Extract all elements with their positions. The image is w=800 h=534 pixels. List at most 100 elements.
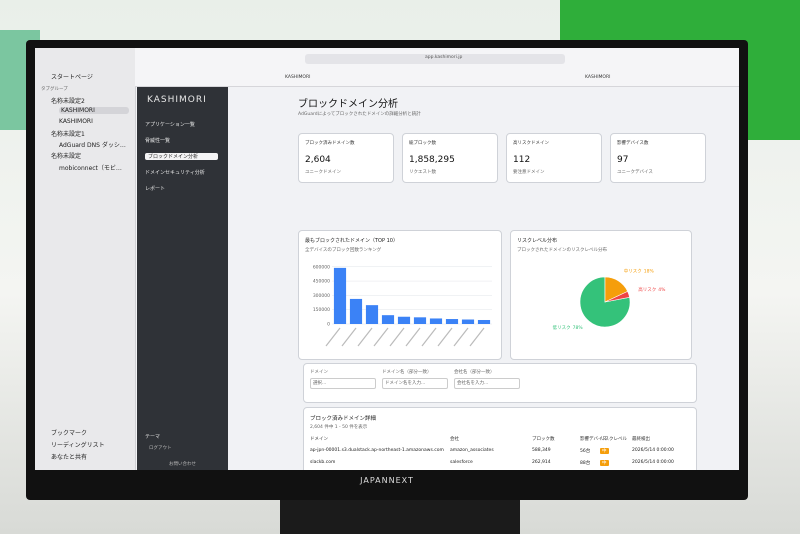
bar xyxy=(397,316,411,324)
table-header: リスクレベル xyxy=(600,437,627,442)
tab-group-item[interactable]: 名称未設定 xyxy=(51,153,82,160)
filter-label: ドメイン xyxy=(310,370,328,375)
filter-panel: ドメイン 選択... ドメイン名（部分一致） ドメイン名を入力... 会社名（部分一致）… xyxy=(303,363,697,403)
nav-item[interactable]: レポート xyxy=(145,186,166,192)
card-value: 1,858,295 xyxy=(409,155,455,165)
filter-input[interactable]: ドメイン名を入力... xyxy=(382,378,448,389)
x-label-placeholder xyxy=(389,327,405,347)
pie-label-category: 低リスク xyxy=(553,324,571,331)
tab-group-item[interactable]: KASHIMORI xyxy=(59,118,93,125)
x-label-placeholder xyxy=(405,327,421,347)
screen: スタートページタブグループ名称未設定2 KASHIMORI KASHIMORI 名称未… xyxy=(35,48,739,470)
y-tick-label: 300000 xyxy=(313,293,330,299)
brand: KASHIMORI xyxy=(147,95,207,105)
nav-item[interactable]: アプリケーション一覧 xyxy=(145,122,195,128)
bar xyxy=(365,305,379,324)
address-bar[interactable] xyxy=(305,54,565,64)
table-cell: 中 xyxy=(600,460,609,466)
pie-slice xyxy=(579,276,631,328)
table-cell: 588,349 xyxy=(532,448,551,453)
pie-label-value: 78% xyxy=(573,325,584,331)
group-label: タブグループ xyxy=(41,87,68,92)
theme[interactable]: テーマ xyxy=(145,434,161,440)
card-label: 影響デバイス数 xyxy=(617,141,649,146)
chart-subtitle: ブロックされたドメインのリスクレベル分布 xyxy=(517,248,607,253)
bar xyxy=(333,267,347,324)
monitor: スタートページタブグループ名称未設定2 KASHIMORI KASHIMORI 名称未… xyxy=(26,40,748,500)
pie-slice xyxy=(604,290,630,303)
card-value: 97 xyxy=(617,155,629,165)
logout[interactable]: ログアウト xyxy=(149,446,172,451)
card-value: 2,604 xyxy=(305,155,331,165)
table-cell: 56台 xyxy=(580,449,591,454)
app-sidebar: KASHIMORI アプリケーション一覧 脅威性一覧ブロックドメイン分析 ドメインセキ… xyxy=(137,87,228,470)
nav-item[interactable]: ブロックドメイン分析 xyxy=(145,153,218,160)
pie-label: 中リスク 18% xyxy=(624,267,655,274)
y-tick-label: 600000 xyxy=(313,264,330,270)
tab-group-item[interactable]: 名称未設定2 xyxy=(51,98,85,105)
filter-input[interactable]: 選択... xyxy=(310,378,376,389)
pie-chart: 低リスク 78% 中リスク 18% 高リスク 4% xyxy=(553,267,666,331)
x-label-placeholder xyxy=(373,327,389,347)
chart-subtitle: 全デバイスのブロック回数ランキング xyxy=(305,248,382,253)
y-tick-label: 450000 xyxy=(313,279,330,285)
nav-item[interactable]: ドメインセキュリティ分析 xyxy=(145,170,205,176)
tab-group-item[interactable]: mobiconnect（モビ… xyxy=(59,165,122,172)
x-label-placeholder xyxy=(453,327,469,347)
x-label-placeholder xyxy=(469,327,485,347)
table-cell: 262,914 xyxy=(532,460,551,465)
bar xyxy=(477,319,491,324)
page-subtitle: AdGuardによってブロックされたドメインの詳細分析と統計 xyxy=(298,112,421,117)
card-note: リクエスト数 xyxy=(409,170,436,175)
table-header: ブロック数 xyxy=(532,437,555,442)
browser-toolbar: app.kashimori.jp KASHIMORI KASHIMORI xyxy=(135,48,739,87)
sidebar-link[interactable]: あなたと共有 xyxy=(51,454,88,461)
table-header: 影響デバイス xyxy=(580,437,607,442)
pie-label: 高リスク 4% xyxy=(638,286,666,293)
table-cell: ap-jpn-00001.s3.dualstack.ap-northeast-1… xyxy=(310,448,444,453)
table-cell: salesforce xyxy=(450,460,473,465)
card-value: 112 xyxy=(513,155,531,165)
pie-label-value: 18% xyxy=(644,268,655,274)
chart-title: 最もブロックされたドメイン（TOP 10） xyxy=(305,238,398,244)
table-cell: slackb.com xyxy=(310,460,336,465)
sidebar-link[interactable]: ブックマーク xyxy=(51,430,88,437)
pie-label-category: 高リスク xyxy=(638,286,656,293)
y-tick-label: 150000 xyxy=(313,307,330,313)
table-cell: amazon_associates xyxy=(450,448,494,453)
tab[interactable]: KASHIMORI xyxy=(585,75,611,80)
filter-input[interactable]: 会社名を入力... xyxy=(454,378,520,389)
contact[interactable]: お問い合わせ xyxy=(169,462,196,467)
monitor-stand xyxy=(280,500,520,534)
x-label-placeholder xyxy=(357,327,373,347)
table-cell: 2026/5/14 0:00:00 xyxy=(632,460,674,465)
start-page[interactable]: スタートページ xyxy=(51,74,93,81)
bar-chart: 0 150000 300000 450000 600000 xyxy=(313,264,492,347)
table-header: 最終検出 xyxy=(632,437,650,442)
card-note: ユニークドメイン xyxy=(305,170,341,175)
monitor-brand: JAPANNEXT xyxy=(360,476,414,485)
tab-group-item[interactable]: AdGuard DNS ダッシ… xyxy=(59,142,126,149)
bar xyxy=(445,319,459,324)
stat-card: 総ブロック数 1,858,295 リクエスト数 xyxy=(402,133,498,183)
card-label: 高リスクドメイン xyxy=(513,141,549,146)
stat-card: 影響デバイス数 97 ユニークデバイス xyxy=(610,133,706,183)
card-note: 要注意ドメイン xyxy=(513,170,545,175)
stat-card: ブロック済みドメイン数 2,604 ユニークドメイン xyxy=(298,133,394,183)
table-header: ドメイン xyxy=(310,437,328,442)
table-title: ブロック済みドメイン詳細 xyxy=(310,416,377,422)
table-cell: 中 xyxy=(600,448,609,454)
x-label-placeholder xyxy=(437,327,453,347)
card-label: 総ブロック数 xyxy=(409,141,436,146)
tab-group-item[interactable]: 名称未設定1 xyxy=(51,131,85,138)
card-label: ブロック済みドメイン数 xyxy=(305,141,355,146)
bar xyxy=(429,318,443,324)
x-label-placeholder xyxy=(421,327,437,347)
tab[interactable]: KASHIMORI xyxy=(285,75,311,80)
pie-label-category: 中リスク xyxy=(624,267,642,274)
x-label-placeholder xyxy=(341,327,357,347)
tab-group-item[interactable]: KASHIMORI xyxy=(59,107,129,114)
sidebar-link[interactable]: リーディングリスト xyxy=(51,442,105,449)
nav-item[interactable]: 脅威性一覧 xyxy=(145,138,171,144)
